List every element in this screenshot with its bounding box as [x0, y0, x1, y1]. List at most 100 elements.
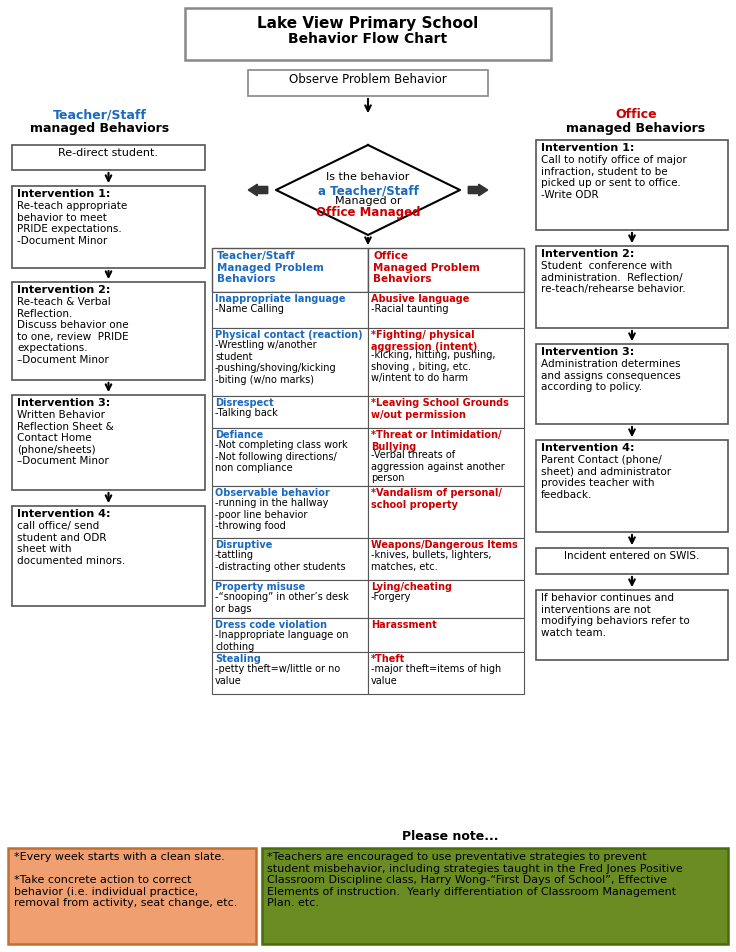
Text: Intervention 3:: Intervention 3: — [541, 347, 634, 357]
FancyBboxPatch shape — [368, 292, 524, 328]
Text: *Every week starts with a clean slate.

*Take concrete action to correct
behavio: *Every week starts with a clean slate. *… — [14, 852, 238, 908]
Text: Parent Contact (phone/
sheet) and administrator
provides teacher with
feedback.: Parent Contact (phone/ sheet) and admini… — [541, 455, 671, 500]
Text: Weapons/Dangerous Items: Weapons/Dangerous Items — [371, 540, 517, 550]
FancyBboxPatch shape — [368, 538, 524, 580]
Text: -Name Calling: -Name Calling — [215, 304, 284, 314]
Text: Office: Office — [615, 108, 657, 121]
Text: If behavior continues and
interventions are not
modifying behaviors refer to
wat: If behavior continues and interventions … — [541, 593, 690, 638]
FancyBboxPatch shape — [368, 580, 524, 618]
Text: -major theft=items of high
value: -major theft=items of high value — [371, 664, 501, 685]
Text: *Threat or Intimidation/
Bullying: *Threat or Intimidation/ Bullying — [371, 430, 501, 451]
Polygon shape — [276, 145, 460, 235]
FancyBboxPatch shape — [212, 538, 368, 580]
Text: managed Behaviors: managed Behaviors — [30, 122, 169, 135]
Text: Intervention 4:: Intervention 4: — [17, 509, 110, 519]
Text: -Not completing class work
-Not following directions/
non compliance: -Not completing class work -Not followin… — [215, 440, 347, 473]
Text: -Inappropriate language on
clothing: -Inappropriate language on clothing — [215, 630, 349, 651]
FancyBboxPatch shape — [12, 186, 205, 268]
FancyBboxPatch shape — [248, 70, 488, 96]
Text: Administration determines
and assigns consequences
according to policy.: Administration determines and assigns co… — [541, 359, 681, 392]
FancyBboxPatch shape — [262, 848, 728, 944]
Text: Re-teach & Verbal
Reflection.
Discuss behavior one
to one, review  PRIDE
expecta: Re-teach & Verbal Reflection. Discuss be… — [17, 297, 129, 365]
Text: Intervention 3:: Intervention 3: — [17, 398, 110, 408]
FancyBboxPatch shape — [536, 548, 728, 574]
Text: *Fighting/ physical
aggression (intent): *Fighting/ physical aggression (intent) — [371, 330, 478, 351]
FancyBboxPatch shape — [368, 328, 524, 396]
Text: Abusive language: Abusive language — [371, 294, 470, 304]
Text: Intervention 4:: Intervention 4: — [541, 443, 634, 453]
Text: a Teacher/Staff: a Teacher/Staff — [317, 184, 419, 197]
Text: Re-direct student.: Re-direct student. — [58, 148, 158, 158]
Text: Office
Managed Problem
Behaviors: Office Managed Problem Behaviors — [373, 251, 480, 285]
Text: Teacher/Staff: Teacher/Staff — [53, 108, 147, 121]
Text: Call to notify office of major
infraction, student to be
picked up or sent to of: Call to notify office of major infractio… — [541, 155, 687, 200]
FancyBboxPatch shape — [536, 140, 728, 230]
Text: Intervention 1:: Intervention 1: — [541, 143, 634, 153]
Text: Inappropriate language: Inappropriate language — [215, 294, 345, 304]
Text: Is the behavior: Is the behavior — [326, 172, 410, 182]
Text: Property misuse: Property misuse — [215, 582, 305, 592]
FancyBboxPatch shape — [212, 580, 368, 618]
Text: *Teachers are encouraged to use preventative strategies to prevent
student misbe: *Teachers are encouraged to use preventa… — [267, 852, 683, 908]
Text: Observe Problem Behavior: Observe Problem Behavior — [289, 73, 447, 86]
FancyBboxPatch shape — [212, 248, 368, 292]
Text: Student  conference with
administration.  Reflection/
re-teach/rehearse behavior: Student conference with administration. … — [541, 261, 686, 294]
Text: Harassment: Harassment — [371, 620, 436, 630]
Text: Observable behavior: Observable behavior — [215, 488, 330, 498]
Text: *Vandalism of personal/
school property: *Vandalism of personal/ school property — [371, 488, 502, 509]
Text: managed Behaviors: managed Behaviors — [567, 122, 706, 135]
FancyBboxPatch shape — [368, 396, 524, 428]
FancyBboxPatch shape — [212, 396, 368, 428]
FancyBboxPatch shape — [212, 428, 368, 486]
Text: -Talking back: -Talking back — [215, 408, 277, 418]
FancyBboxPatch shape — [368, 618, 524, 652]
FancyBboxPatch shape — [212, 328, 368, 396]
Text: -tattling
-distracting other students: -tattling -distracting other students — [215, 550, 346, 571]
Text: -Wrestling w/another
student
-pushing/shoving/kicking
-biting (w/no marks): -Wrestling w/another student -pushing/sh… — [215, 340, 336, 385]
Text: Intervention 2:: Intervention 2: — [17, 285, 110, 295]
FancyBboxPatch shape — [536, 440, 728, 532]
Text: *Theft: *Theft — [371, 654, 406, 664]
FancyBboxPatch shape — [536, 344, 728, 424]
Text: Office Managed: Office Managed — [316, 206, 420, 219]
Text: Lake View Primary School: Lake View Primary School — [258, 16, 478, 31]
FancyBboxPatch shape — [212, 486, 368, 538]
Text: Teacher/Staff
Managed Problem
Behaviors: Teacher/Staff Managed Problem Behaviors — [217, 251, 324, 285]
FancyBboxPatch shape — [12, 506, 205, 606]
FancyBboxPatch shape — [12, 395, 205, 490]
Text: Managed or: Managed or — [335, 196, 401, 206]
Text: Behavior Flow Chart: Behavior Flow Chart — [289, 32, 447, 46]
Text: Intervention 2:: Intervention 2: — [541, 249, 634, 259]
FancyBboxPatch shape — [368, 428, 524, 486]
Text: call office/ send
student and ODR
sheet with
documented minors.: call office/ send student and ODR sheet … — [17, 521, 125, 565]
FancyBboxPatch shape — [212, 652, 368, 694]
FancyBboxPatch shape — [12, 282, 205, 380]
FancyBboxPatch shape — [536, 246, 728, 328]
FancyArrow shape — [468, 184, 488, 196]
Text: Re-teach appropriate
behavior to meet
PRIDE expectations.
-Document Minor: Re-teach appropriate behavior to meet PR… — [17, 201, 127, 246]
FancyBboxPatch shape — [212, 618, 368, 652]
Text: -kicking, hitting, pushing,
shoving , biting, etc.
w/intent to do harm: -kicking, hitting, pushing, shoving , bi… — [371, 350, 495, 384]
Text: Disruptive: Disruptive — [215, 540, 272, 550]
FancyBboxPatch shape — [212, 292, 368, 328]
Text: Dress code violation: Dress code violation — [215, 620, 327, 630]
Text: -running in the hallway
-poor line behavior
-throwing food: -running in the hallway -poor line behav… — [215, 498, 328, 531]
FancyBboxPatch shape — [185, 8, 551, 60]
Text: Please note...: Please note... — [402, 830, 498, 843]
Text: Lying/cheating: Lying/cheating — [371, 582, 452, 592]
FancyBboxPatch shape — [12, 145, 205, 170]
Text: -Forgery: -Forgery — [371, 592, 411, 602]
FancyBboxPatch shape — [8, 848, 256, 944]
FancyBboxPatch shape — [368, 486, 524, 538]
FancyBboxPatch shape — [368, 652, 524, 694]
FancyArrow shape — [248, 184, 268, 196]
Text: Physical contact (reaction): Physical contact (reaction) — [215, 330, 363, 340]
Text: Disrespect: Disrespect — [215, 398, 274, 408]
Text: Stealing: Stealing — [215, 654, 261, 664]
Text: -petty theft=w/little or no
value: -petty theft=w/little or no value — [215, 664, 340, 685]
Text: Incident entered on SWIS.: Incident entered on SWIS. — [565, 551, 700, 561]
FancyBboxPatch shape — [536, 590, 728, 660]
Text: Written Behavior
Reflection Sheet &
Contact Home
(phone/sheets)
–Document Minor: Written Behavior Reflection Sheet & Cont… — [17, 410, 114, 466]
Text: *Leaving School Grounds
w/out permission: *Leaving School Grounds w/out permission — [371, 398, 509, 420]
Text: Intervention 1:: Intervention 1: — [17, 189, 110, 199]
